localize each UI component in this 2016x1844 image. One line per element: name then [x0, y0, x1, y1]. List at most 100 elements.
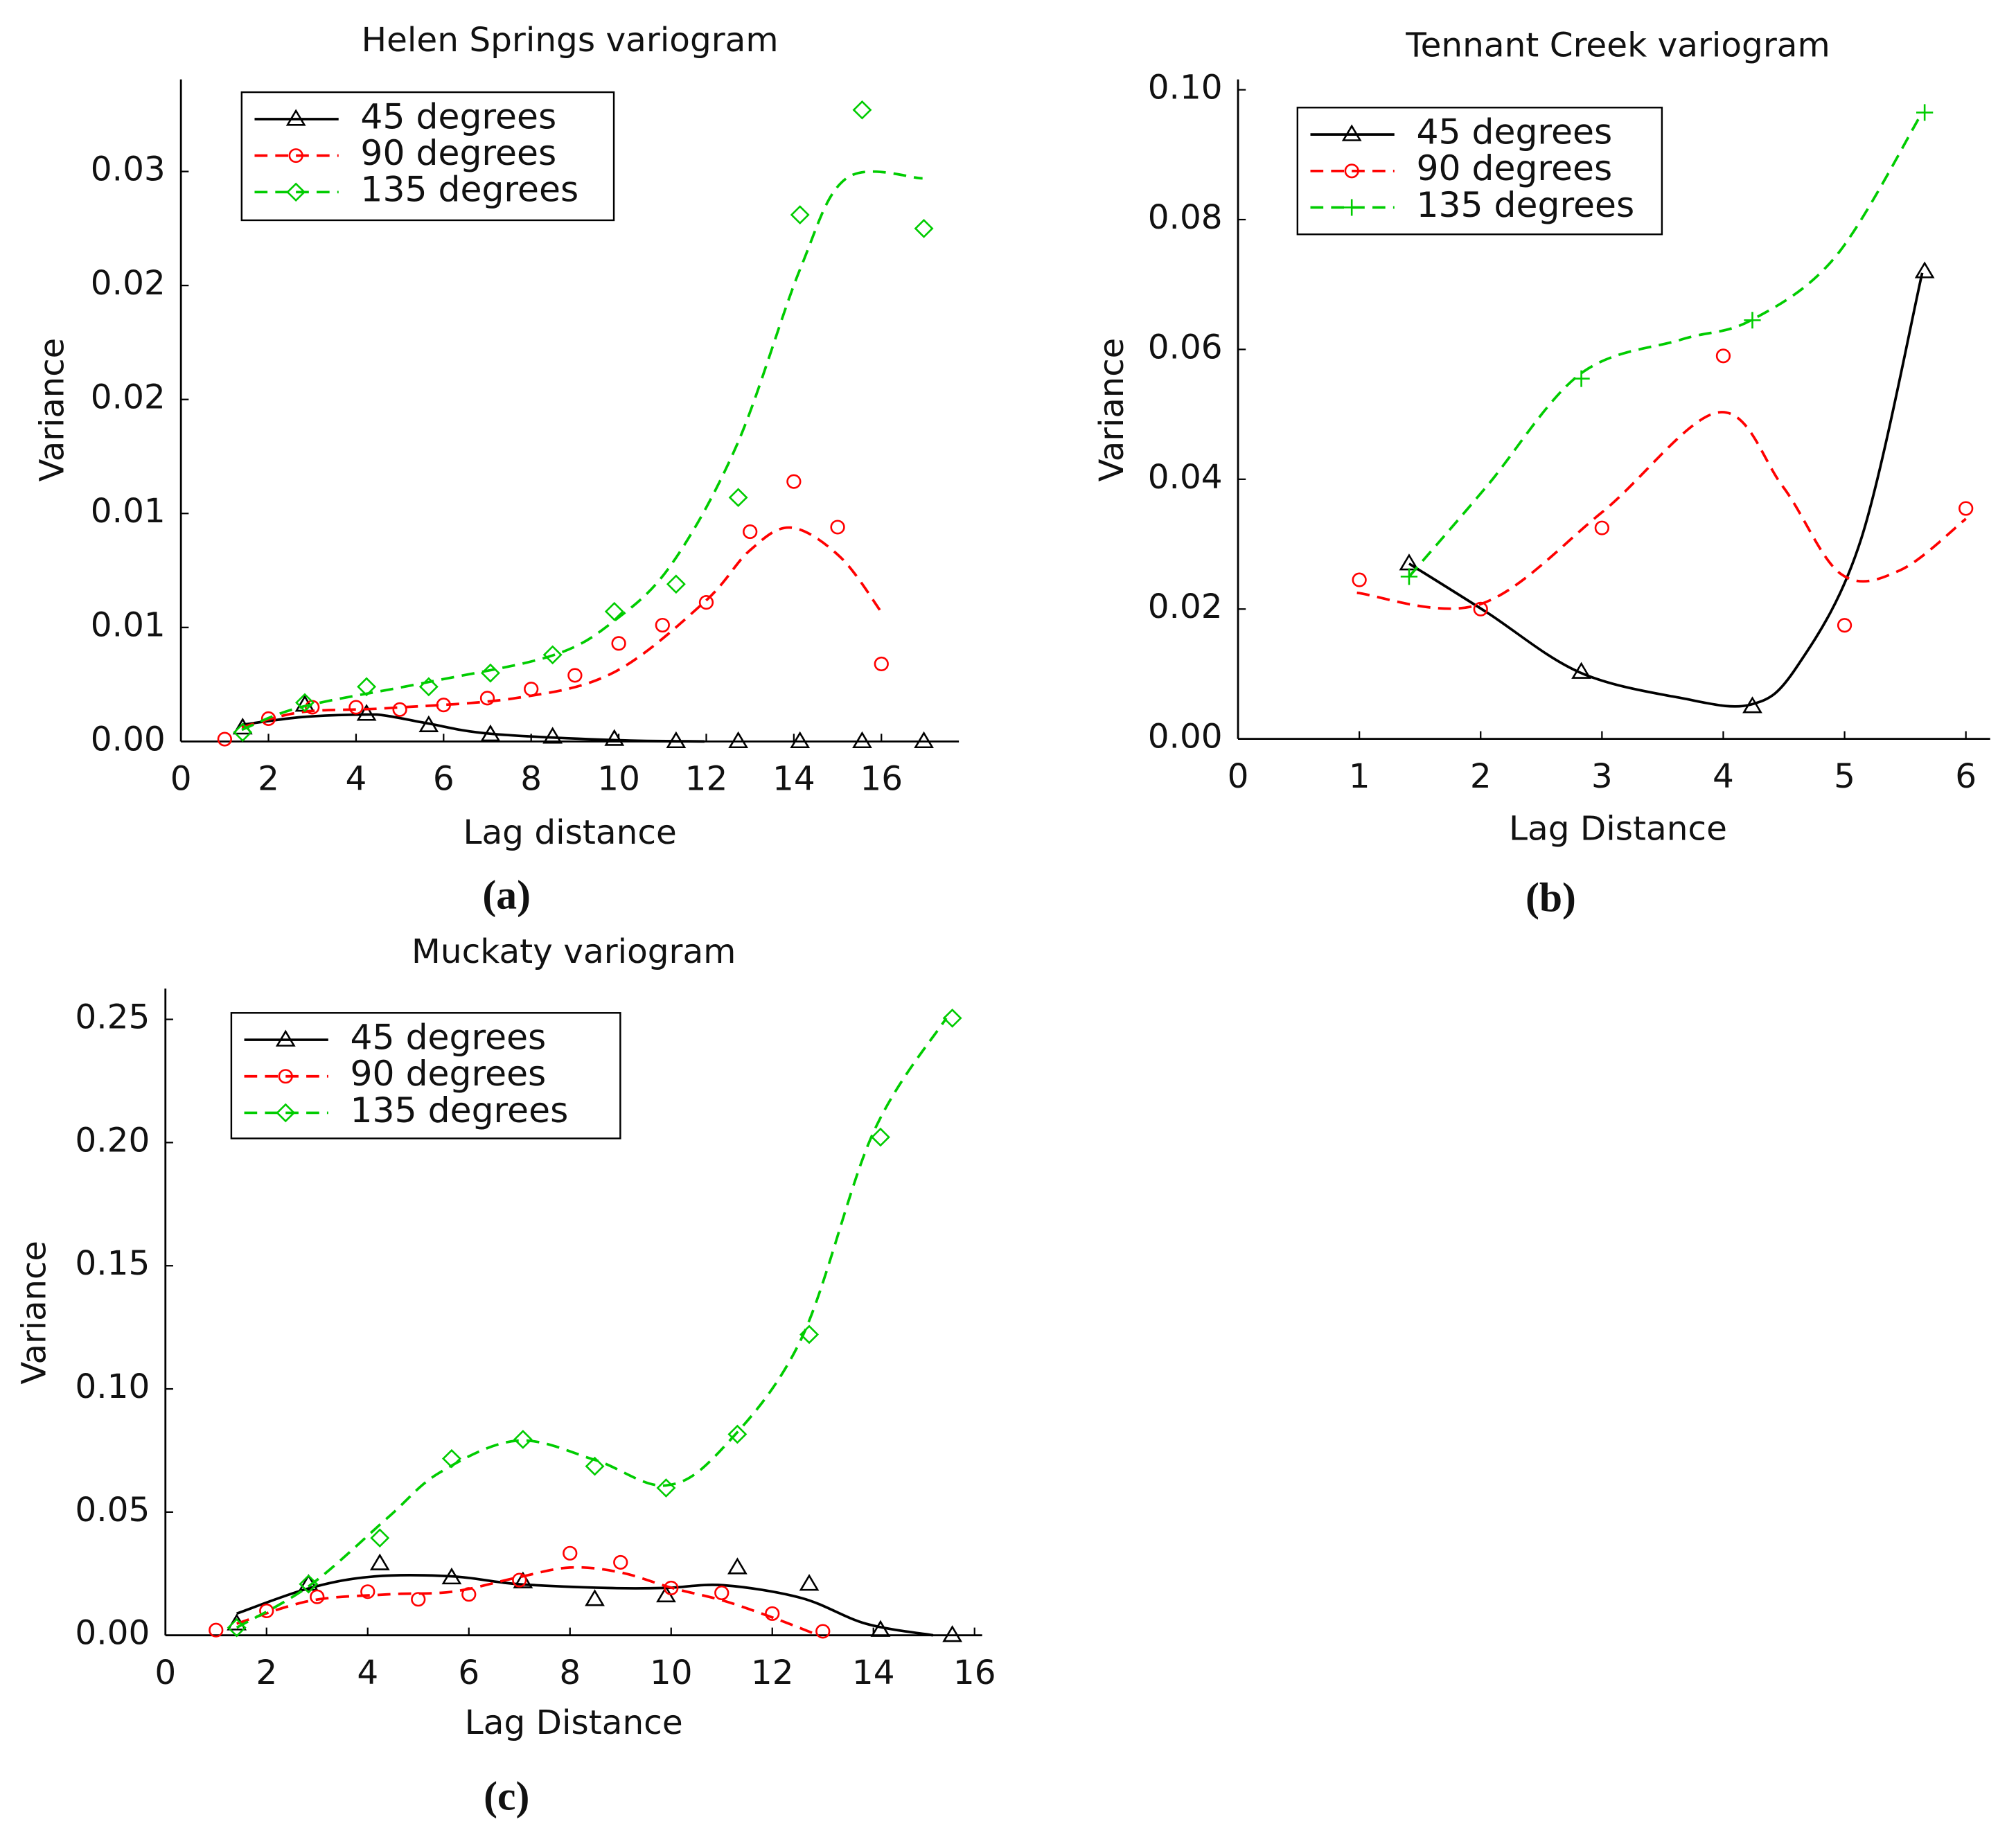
chart-title: Helen Springs variogram	[362, 21, 779, 60]
y-tick-label: 0.03	[91, 150, 166, 189]
legend-label: 90 degrees	[351, 1053, 547, 1094]
marker	[418, 715, 439, 733]
subplot: Muckaty variogram Lag Distance Variance (c)…	[15, 932, 996, 1818]
subplot: Helen Springs variogram Lag distance Varia…	[33, 21, 960, 918]
marker	[513, 1571, 533, 1588]
marker	[524, 682, 539, 697]
marker	[799, 1574, 820, 1591]
y-tick-label: 0.02	[91, 378, 166, 417]
fit-curve	[236, 1566, 819, 1637]
y-tick-label: 0.00	[75, 1614, 150, 1653]
caption: (c)	[484, 1773, 529, 1819]
marker	[786, 474, 802, 489]
marker	[714, 1585, 730, 1601]
marker	[513, 1430, 533, 1449]
marker	[356, 704, 377, 721]
x-tick-label: 14	[852, 1654, 895, 1692]
x-tick-label: 16	[953, 1654, 996, 1692]
marker	[217, 732, 232, 747]
x-tick-label: 2	[256, 1654, 277, 1692]
marker	[830, 520, 845, 535]
y-tick-label: 0.01	[91, 492, 166, 531]
y-tick-label: 0.20	[75, 1122, 150, 1160]
fit-curve	[1356, 411, 1967, 610]
y-tick-label: 0.25	[75, 998, 150, 1037]
x-tick-label: 16	[860, 760, 903, 799]
y-tick-label: 0.02	[1148, 587, 1223, 626]
marker	[567, 668, 583, 683]
marker	[666, 731, 687, 749]
marker	[418, 677, 439, 697]
marker	[348, 700, 364, 715]
marker	[942, 1625, 963, 1642]
marker	[1916, 104, 1934, 121]
marker	[1341, 124, 1362, 141]
marker	[542, 727, 563, 744]
marker	[727, 1424, 748, 1444]
marker	[743, 524, 758, 540]
chart-title: Muckaty variogram	[412, 932, 736, 971]
marker	[357, 677, 377, 697]
marker	[1594, 520, 1609, 535]
y-tick-label: 0.10	[75, 1367, 150, 1406]
x-tick-label: 2	[1470, 757, 1492, 796]
marker	[874, 656, 889, 671]
x-tick-label: 10	[650, 1654, 693, 1692]
legend-label: 90 degrees	[1416, 148, 1612, 188]
marker	[512, 1572, 527, 1588]
marker	[209, 1622, 224, 1638]
marker	[461, 1587, 477, 1602]
legend-label: 135 degrees	[1416, 184, 1634, 225]
x-tick-label: 4	[1713, 757, 1734, 796]
marker	[411, 1592, 426, 1607]
marker	[585, 1456, 605, 1476]
marker	[233, 722, 253, 743]
marker	[1914, 261, 1935, 278]
y-axis-label: Variance	[1093, 338, 1131, 482]
marker	[480, 663, 500, 683]
marker	[1573, 370, 1590, 387]
marker	[1742, 696, 1762, 713]
x-tick-label: 5	[1834, 757, 1855, 796]
marker	[815, 1624, 831, 1639]
marker	[436, 698, 451, 713]
marker	[542, 645, 563, 665]
marker	[259, 1603, 274, 1619]
caption: (a)	[482, 872, 531, 918]
marker	[870, 1620, 891, 1637]
marker	[1400, 568, 1418, 585]
x-tick-label: 0	[170, 760, 192, 799]
marker	[1344, 163, 1359, 179]
marker	[260, 711, 276, 726]
marker	[666, 574, 686, 594]
x-tick-label: 8	[559, 1654, 581, 1692]
marker	[604, 601, 624, 621]
marker	[914, 731, 934, 749]
x-tick-label: 4	[357, 1654, 378, 1692]
marker	[942, 1008, 962, 1028]
legend-label: 135 degrees	[360, 169, 578, 210]
marker	[1343, 199, 1361, 216]
marker	[765, 1606, 780, 1621]
legend-label: 45 degrees	[360, 96, 556, 137]
x-tick-label: 12	[685, 760, 728, 799]
marker	[369, 1553, 390, 1570]
y-tick-label: 0.08	[1148, 198, 1223, 237]
marker	[360, 1584, 375, 1599]
marker	[288, 148, 303, 163]
marker	[1352, 572, 1367, 587]
y-tick-label: 0.02	[91, 264, 166, 303]
legend-label: 135 degrees	[351, 1090, 569, 1131]
x-tick-label: 4	[346, 760, 367, 799]
marker	[441, 1448, 461, 1469]
marker	[852, 731, 872, 749]
x-tick-label: 12	[751, 1654, 794, 1692]
x-tick-label: 2	[258, 760, 279, 799]
legend-label: 45 degrees	[351, 1017, 547, 1058]
legend-label: 90 degrees	[360, 132, 556, 173]
fit-curve	[241, 526, 883, 729]
subplot: Tennant Creek variogram Lag Distance Varia…	[1093, 26, 1990, 920]
